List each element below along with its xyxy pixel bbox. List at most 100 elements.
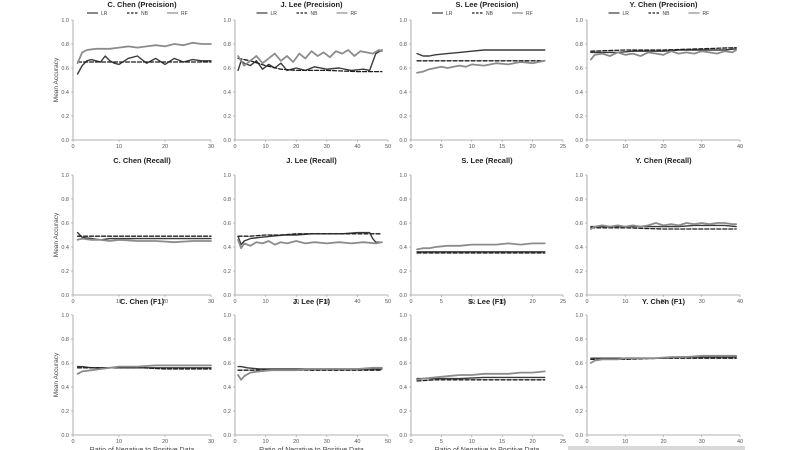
y-tick-label: 0.0 bbox=[575, 138, 583, 144]
y-tick-label: 1.0 bbox=[575, 313, 583, 319]
x-tick-label: 20 bbox=[162, 439, 168, 445]
legend-label-lr: LR bbox=[271, 11, 278, 17]
x-tick-label: 0 bbox=[71, 299, 74, 305]
y-tick-label: 0.6 bbox=[223, 361, 231, 367]
x-tick-label: 0 bbox=[585, 144, 588, 150]
legend-label-rf: RF bbox=[703, 11, 710, 17]
y-tick-label: 1.0 bbox=[399, 313, 407, 319]
x-axis-label: Ratio of Negative to Positive Data bbox=[435, 447, 540, 450]
x-tick-label: 40 bbox=[354, 299, 360, 305]
y-tick-label: 1.0 bbox=[575, 173, 583, 179]
panel-0: C. Chen (Precision) LR NB RF 0.0 0.2 0.4 0.6 0.8… bbox=[53, 0, 214, 150]
series-line-nb bbox=[416, 379, 546, 382]
y-tick-label: 0.4 bbox=[223, 245, 231, 251]
panel-7: Y. Chen (Recall) 0.0 0.2 0.4 0.6 0.8 1.0 0 10 20 3… bbox=[575, 156, 743, 305]
series-line-rf bbox=[589, 354, 738, 364]
page-edge-bar bbox=[568, 446, 745, 450]
y-tick-label: 0.2 bbox=[223, 114, 231, 120]
x-tick-label: 40 bbox=[737, 299, 743, 305]
y-tick-label: 0.4 bbox=[61, 90, 69, 96]
y-tick-label: 1.0 bbox=[223, 173, 231, 179]
x-tick-label: 10 bbox=[263, 144, 269, 150]
y-tick-label: 0.6 bbox=[575, 221, 583, 227]
y-tick-label: 0.0 bbox=[223, 138, 231, 144]
y-tick-label: 0.0 bbox=[575, 293, 583, 299]
legend-label-rf: RF bbox=[181, 11, 188, 17]
y-tick-label: 0.0 bbox=[61, 138, 69, 144]
x-tick-label: 20 bbox=[530, 144, 536, 150]
y-tick-label: 0.0 bbox=[223, 293, 231, 299]
series-line-rf bbox=[237, 238, 383, 250]
y-tick-label: 0.8 bbox=[61, 337, 69, 343]
y-tick-label: 0.4 bbox=[223, 90, 231, 96]
x-tick-label: 25 bbox=[560, 439, 566, 445]
y-tick-label: 0.2 bbox=[61, 114, 69, 120]
series-line-rf bbox=[237, 366, 383, 381]
panel-title: J. Lee (F1) bbox=[293, 297, 331, 306]
x-tick-label: 50 bbox=[385, 144, 391, 150]
x-tick-label: 5 bbox=[440, 144, 443, 150]
y-tick-label: 0.4 bbox=[61, 245, 69, 251]
x-tick-label: 30 bbox=[699, 439, 705, 445]
y-tick-label: 1.0 bbox=[399, 173, 407, 179]
y-tick-label: 0.6 bbox=[61, 221, 69, 227]
panel-title: S. Lee (Precision) bbox=[456, 0, 519, 9]
x-tick-label: 20 bbox=[293, 144, 299, 150]
x-tick-label: 20 bbox=[293, 299, 299, 305]
x-tick-label: 40 bbox=[737, 144, 743, 150]
x-tick-label: 10 bbox=[469, 144, 475, 150]
x-tick-label: 30 bbox=[699, 299, 705, 305]
y-tick-label: 0.6 bbox=[61, 66, 69, 72]
series-line-rf bbox=[76, 41, 212, 65]
y-tick-label: 0.4 bbox=[61, 385, 69, 391]
x-tick-label: 10 bbox=[469, 439, 475, 445]
legend-label-nb: NB bbox=[141, 11, 149, 17]
panel-title: C. Chen (Precision) bbox=[107, 0, 177, 9]
y-axis-label: Mean Accuracy bbox=[53, 352, 60, 397]
y-tick-label: 0.0 bbox=[399, 138, 407, 144]
x-tick-label: 10 bbox=[622, 144, 628, 150]
legend-label-lr: LR bbox=[101, 11, 108, 17]
panel-2: S. Lee (Precision)LR NB RF 0.0 0.2 0.4 0.6 0.8 1… bbox=[399, 0, 566, 150]
y-axis-label: Mean Accuracy bbox=[53, 57, 60, 102]
x-tick-label: 30 bbox=[208, 144, 214, 150]
y-axis-label: Mean Accuracy bbox=[53, 212, 60, 257]
x-tick-label: 50 bbox=[385, 439, 391, 445]
y-tick-label: 0.6 bbox=[575, 361, 583, 367]
y-tick-label: 1.0 bbox=[575, 18, 583, 24]
panel-title: Y. Chen (Precision) bbox=[630, 0, 698, 9]
y-tick-label: 0.8 bbox=[223, 42, 231, 48]
y-tick-label: 0.8 bbox=[575, 337, 583, 343]
y-tick-label: 0.8 bbox=[575, 197, 583, 203]
x-tick-label: 50 bbox=[385, 299, 391, 305]
panel-1: J. Lee (Precision)LR NB RF 0.0 0.2 0.4 0.6 0.8 1… bbox=[223, 0, 391, 150]
x-tick-label: 10 bbox=[263, 299, 269, 305]
x-tick-label: 30 bbox=[324, 439, 330, 445]
x-axis-label: Ratio of Negative to Positive Data bbox=[259, 447, 364, 450]
x-tick-label: 10 bbox=[622, 439, 628, 445]
x-tick-label: 10 bbox=[116, 144, 122, 150]
series-line-lr bbox=[416, 49, 546, 57]
y-tick-label: 0.6 bbox=[223, 221, 231, 227]
panel-3: Y. Chen (Precision)LR NB RF 0.0 0.2 0.4 0.6 0.8… bbox=[575, 0, 743, 150]
series-line-lr bbox=[76, 55, 212, 75]
x-tick-label: 10 bbox=[116, 439, 122, 445]
legend-label-lr: LR bbox=[446, 11, 453, 17]
y-tick-label: 0.6 bbox=[399, 66, 407, 72]
x-tick-label: 15 bbox=[499, 299, 505, 305]
y-tick-label: 0.8 bbox=[399, 337, 407, 343]
y-tick-label: 0.0 bbox=[61, 293, 69, 299]
series-line-rf bbox=[589, 222, 738, 230]
series-line-rf bbox=[237, 49, 383, 67]
x-tick-label: 0 bbox=[233, 299, 236, 305]
series-line-nb bbox=[237, 233, 383, 237]
legend: LR NB RF bbox=[256, 11, 357, 17]
legend-label-nb: NB bbox=[486, 11, 494, 17]
legend: LR NB RF bbox=[608, 11, 710, 17]
y-tick-label: 0.4 bbox=[223, 385, 231, 391]
y-tick-label: 1.0 bbox=[223, 18, 231, 24]
x-tick-label: 30 bbox=[208, 439, 214, 445]
x-tick-label: 5 bbox=[440, 439, 443, 445]
x-tick-label: 5 bbox=[440, 299, 443, 305]
